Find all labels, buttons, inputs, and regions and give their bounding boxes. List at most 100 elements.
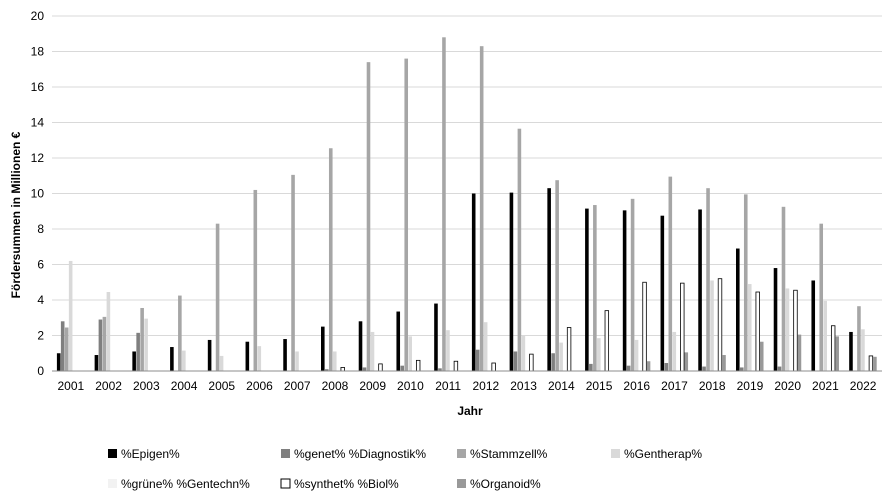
gridlines: [52, 15, 882, 336]
x-tick-label: 2012: [473, 379, 500, 393]
bar: [136, 332, 140, 371]
bar: [529, 353, 534, 372]
bar: [706, 188, 710, 371]
bar: [415, 359, 421, 372]
bar: [483, 322, 488, 371]
legend-swatch: [281, 449, 290, 458]
bar: [521, 335, 526, 371]
bar: [438, 368, 442, 371]
y-tick-label: 16: [31, 80, 45, 94]
bar: [400, 365, 405, 371]
legend-label: %grüne% %Gentechn%: [121, 477, 250, 491]
bar: [106, 292, 111, 371]
x-tick-label: 2007: [284, 379, 311, 393]
bar: [722, 355, 726, 371]
bar: [320, 326, 325, 371]
bar: [132, 351, 136, 371]
bar: [646, 361, 651, 371]
bar: [291, 174, 295, 371]
y-tick-label: 6: [37, 258, 44, 272]
x-tick-label: 2004: [171, 379, 198, 393]
bar: [597, 338, 601, 371]
y-tick-label: 12: [31, 151, 45, 165]
bar: [797, 334, 802, 371]
bar: [491, 362, 496, 372]
bar: [475, 349, 480, 371]
bar: [793, 289, 798, 372]
bar: [517, 128, 522, 371]
bar: [785, 288, 790, 371]
y-tick-label: 8: [37, 222, 44, 236]
y-tick-label: 10: [31, 187, 45, 201]
bar: [604, 310, 610, 372]
bar: [835, 336, 839, 371]
bar: [739, 367, 744, 371]
bar: [408, 336, 413, 371]
bar: [717, 278, 723, 372]
legend-swatch: [280, 478, 291, 489]
bar: [684, 352, 689, 371]
bar: [257, 346, 262, 371]
bar: [513, 351, 518, 371]
bar: [747, 284, 752, 371]
legend-label: %Organoid%: [470, 477, 541, 491]
legend: %Epigen% %genet% %Diagnostik% %Stammzell%%…: [108, 447, 702, 491]
bar: [68, 260, 73, 371]
bar: [64, 327, 69, 371]
bar: [324, 369, 329, 371]
bar: [404, 58, 409, 371]
bar: [672, 331, 677, 371]
x-tick-labels: 2001 2002 2003 2004 2005 2006 2007 2008 2009 2010…: [58, 379, 877, 393]
bar: [446, 330, 450, 371]
x-tick-label: 2021: [812, 379, 839, 393]
x-tick-label: 2015: [586, 379, 613, 393]
bar: [759, 341, 764, 371]
x-tick-label: 2001: [58, 379, 85, 393]
bar: [830, 325, 836, 372]
y-tick-label: 2: [37, 329, 44, 343]
x-tick-label: 2019: [737, 379, 764, 393]
bar: [182, 350, 186, 371]
y-tick-label: 4: [37, 293, 44, 307]
x-axis-title: Jahr: [457, 404, 483, 418]
bar: [868, 355, 874, 372]
legend-swatch: [108, 449, 117, 458]
bar: [144, 318, 148, 371]
bar: [755, 291, 760, 372]
bar: [547, 188, 551, 371]
bar: [207, 339, 212, 371]
legend-swatch: [108, 479, 117, 488]
bar: [710, 280, 714, 371]
bar: [471, 193, 476, 371]
x-tick-label: 2017: [661, 379, 688, 393]
bar: [634, 339, 639, 371]
bar: [434, 303, 438, 371]
bar: [245, 341, 250, 371]
bar: [551, 353, 555, 371]
x-tick-label: 2010: [397, 379, 424, 393]
bar: [680, 282, 685, 372]
bar: [555, 180, 559, 371]
bar: [453, 360, 459, 372]
bar: [215, 223, 220, 371]
y-tick-label: 20: [31, 9, 45, 23]
bar: [442, 37, 446, 372]
bar: [253, 189, 258, 371]
x-tick-label: 2020: [774, 379, 801, 393]
x-tick-label: 2013: [510, 379, 537, 393]
bar: [366, 62, 371, 372]
x-tick-label: 2005: [208, 379, 235, 393]
bar: [622, 210, 627, 371]
legend-label: %Gentherap%: [624, 447, 702, 461]
bar: [170, 347, 174, 371]
bar: [509, 192, 514, 371]
bar: [340, 367, 345, 372]
bar: [102, 316, 107, 371]
y-tick-labels: 0 2 4 6 8 10 12 14 16 18 20: [31, 9, 45, 378]
legend-label: %genet% %Diagnostik%: [294, 447, 426, 461]
bar: [698, 209, 702, 371]
y-tick-label: 18: [31, 45, 45, 59]
bar: [849, 331, 853, 371]
legend-swatch: [611, 449, 620, 458]
